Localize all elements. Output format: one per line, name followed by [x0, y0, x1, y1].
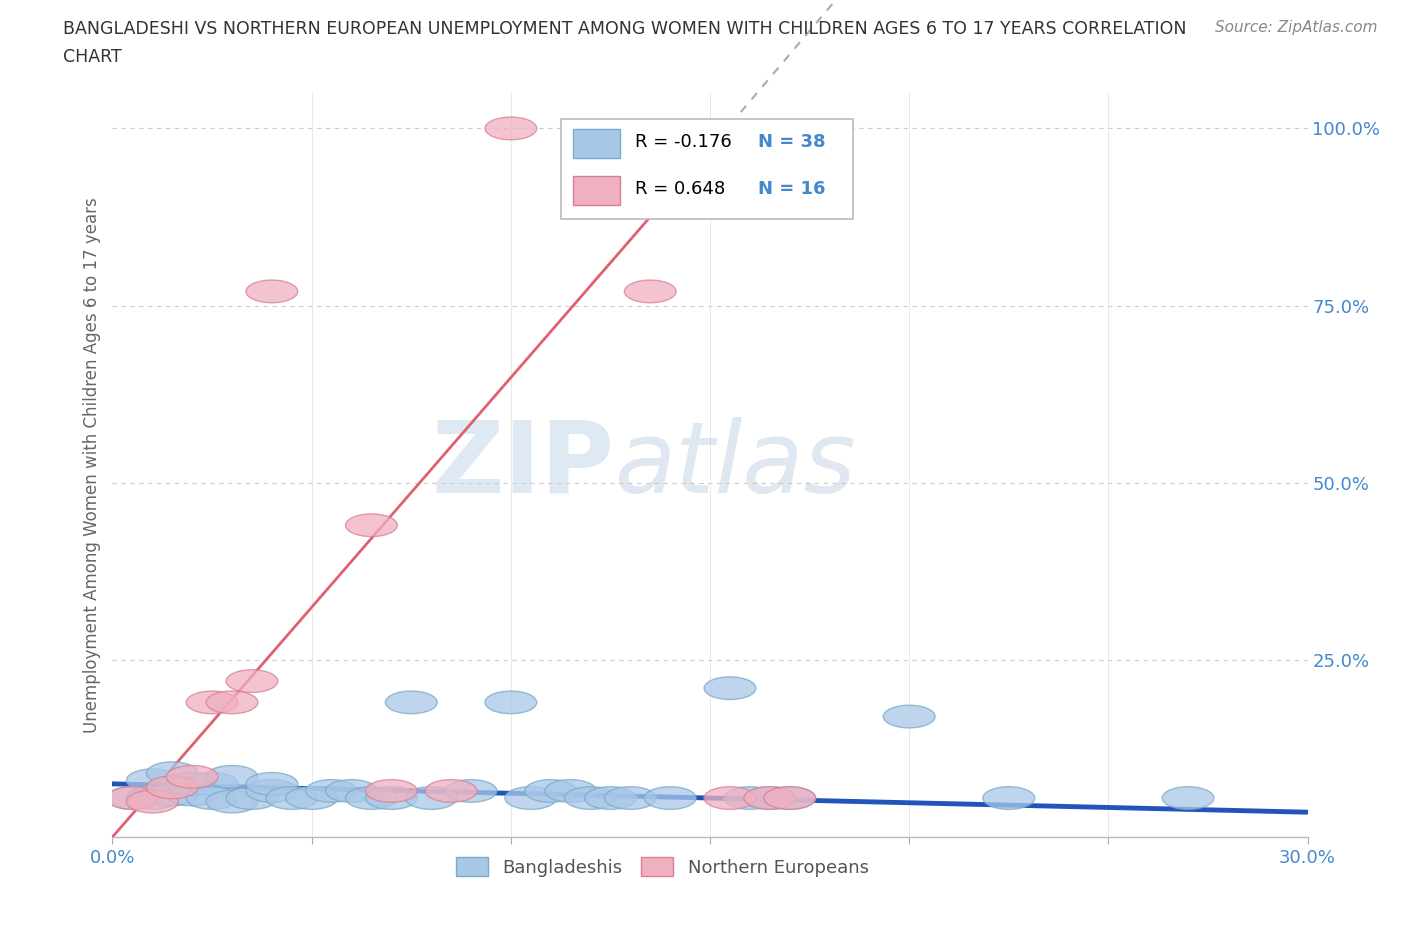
- Ellipse shape: [326, 779, 377, 803]
- Text: BANGLADESHI VS NORTHERN EUROPEAN UNEMPLOYMENT AMONG WOMEN WITH CHILDREN AGES 6 T: BANGLADESHI VS NORTHERN EUROPEAN UNEMPLO…: [63, 20, 1187, 38]
- Ellipse shape: [166, 783, 218, 805]
- Text: Source: ZipAtlas.com: Source: ZipAtlas.com: [1215, 20, 1378, 35]
- Ellipse shape: [724, 787, 776, 809]
- Ellipse shape: [107, 787, 159, 809]
- Ellipse shape: [624, 280, 676, 303]
- Ellipse shape: [146, 762, 198, 785]
- Ellipse shape: [346, 787, 398, 809]
- Ellipse shape: [127, 769, 179, 791]
- Ellipse shape: [605, 787, 657, 809]
- Ellipse shape: [266, 787, 318, 809]
- Ellipse shape: [146, 776, 198, 799]
- Text: N = 16: N = 16: [758, 180, 825, 198]
- Ellipse shape: [983, 787, 1035, 809]
- Ellipse shape: [366, 787, 418, 809]
- Ellipse shape: [346, 514, 398, 537]
- Ellipse shape: [763, 787, 815, 809]
- Ellipse shape: [744, 787, 796, 809]
- Ellipse shape: [485, 117, 537, 140]
- Ellipse shape: [704, 677, 756, 699]
- Text: N = 38: N = 38: [758, 133, 825, 151]
- Ellipse shape: [883, 705, 935, 728]
- Ellipse shape: [166, 773, 218, 795]
- Text: ZIP: ZIP: [432, 417, 614, 513]
- FancyBboxPatch shape: [561, 119, 853, 219]
- Text: R = -0.176: R = -0.176: [634, 133, 731, 151]
- Ellipse shape: [186, 773, 238, 795]
- Ellipse shape: [305, 779, 357, 803]
- Text: R = 0.648: R = 0.648: [634, 180, 725, 198]
- Ellipse shape: [385, 691, 437, 713]
- Ellipse shape: [127, 790, 179, 813]
- Ellipse shape: [146, 783, 198, 805]
- FancyBboxPatch shape: [572, 177, 620, 205]
- Ellipse shape: [505, 787, 557, 809]
- Ellipse shape: [644, 787, 696, 809]
- Ellipse shape: [186, 691, 238, 713]
- Ellipse shape: [585, 787, 637, 809]
- Ellipse shape: [246, 773, 298, 795]
- Ellipse shape: [405, 787, 457, 809]
- Ellipse shape: [246, 779, 298, 803]
- Ellipse shape: [524, 779, 576, 803]
- Ellipse shape: [107, 787, 159, 809]
- Ellipse shape: [127, 787, 179, 809]
- Ellipse shape: [1163, 787, 1213, 809]
- Ellipse shape: [207, 765, 257, 788]
- Ellipse shape: [763, 787, 815, 809]
- Ellipse shape: [446, 779, 496, 803]
- Ellipse shape: [704, 787, 756, 809]
- Ellipse shape: [485, 691, 537, 713]
- Ellipse shape: [226, 670, 278, 693]
- Text: CHART: CHART: [63, 48, 122, 66]
- Legend: Bangladeshis, Northern Europeans: Bangladeshis, Northern Europeans: [449, 850, 876, 883]
- Text: atlas: atlas: [614, 417, 856, 513]
- Y-axis label: Unemployment Among Women with Children Ages 6 to 17 years: Unemployment Among Women with Children A…: [83, 197, 101, 733]
- Ellipse shape: [246, 280, 298, 303]
- Ellipse shape: [425, 779, 477, 803]
- FancyBboxPatch shape: [572, 129, 620, 158]
- Ellipse shape: [207, 691, 257, 713]
- Ellipse shape: [226, 787, 278, 809]
- Ellipse shape: [544, 779, 596, 803]
- Ellipse shape: [207, 790, 257, 813]
- Ellipse shape: [565, 787, 616, 809]
- Ellipse shape: [366, 779, 418, 803]
- Ellipse shape: [186, 787, 238, 809]
- Ellipse shape: [285, 787, 337, 809]
- Ellipse shape: [166, 765, 218, 788]
- Ellipse shape: [744, 787, 796, 809]
